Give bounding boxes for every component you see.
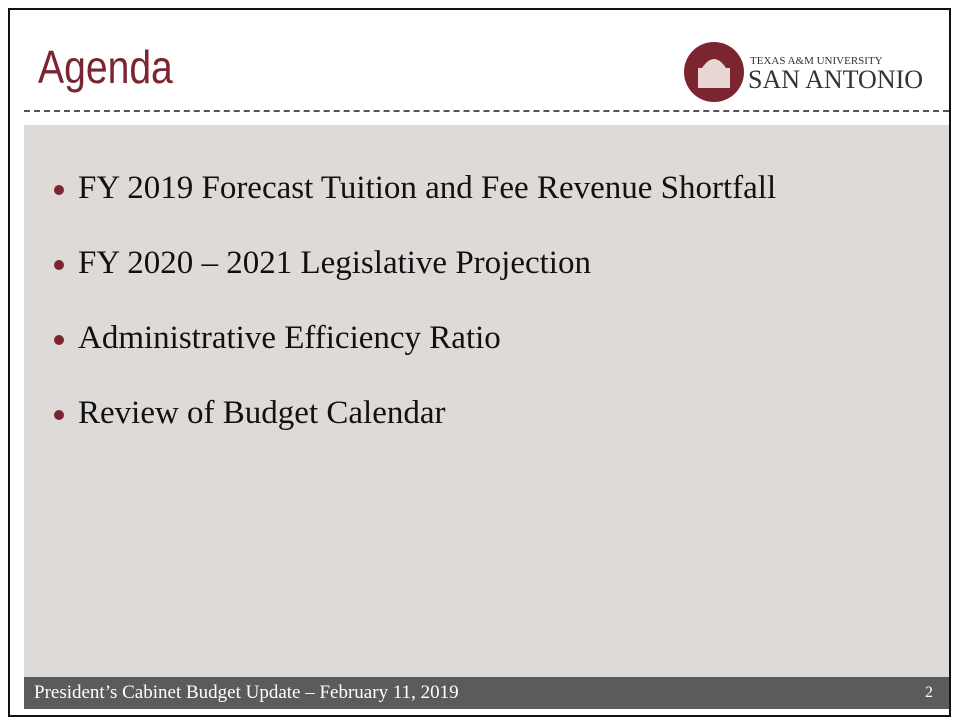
- logo: TEXAS A&M UNIVERSITY SAN ANTONIO: [684, 42, 923, 102]
- page-number: 2: [925, 684, 933, 701]
- bullet: Administrative Efficiency Ratio: [54, 320, 949, 357]
- footer-text: President’s Cabinet Budget Update – Febr…: [34, 682, 459, 703]
- bullet: FY 2019 Forecast Tuition and Fee Revenue…: [54, 170, 949, 207]
- logo-dome: [702, 59, 726, 68]
- logo-bottom: SAN ANTONIO: [748, 65, 923, 94]
- logo-top: TEXAS A&M UNIVERSITY: [750, 55, 883, 67]
- bullet-list: FY 2019 Forecast Tuition and Fee Revenue…: [24, 125, 949, 432]
- bullet: Review of Budget Calendar: [54, 395, 949, 432]
- content: FY 2019 Forecast Tuition and Fee Revenue…: [24, 125, 949, 677]
- logo-building: [698, 68, 730, 88]
- bullet: FY 2020 – 2021 Legislative Projection: [54, 245, 949, 282]
- divider: [24, 110, 949, 112]
- footer: President’s Cabinet Budget Update – Febr…: [24, 677, 949, 709]
- title: Agenda: [38, 41, 173, 93]
